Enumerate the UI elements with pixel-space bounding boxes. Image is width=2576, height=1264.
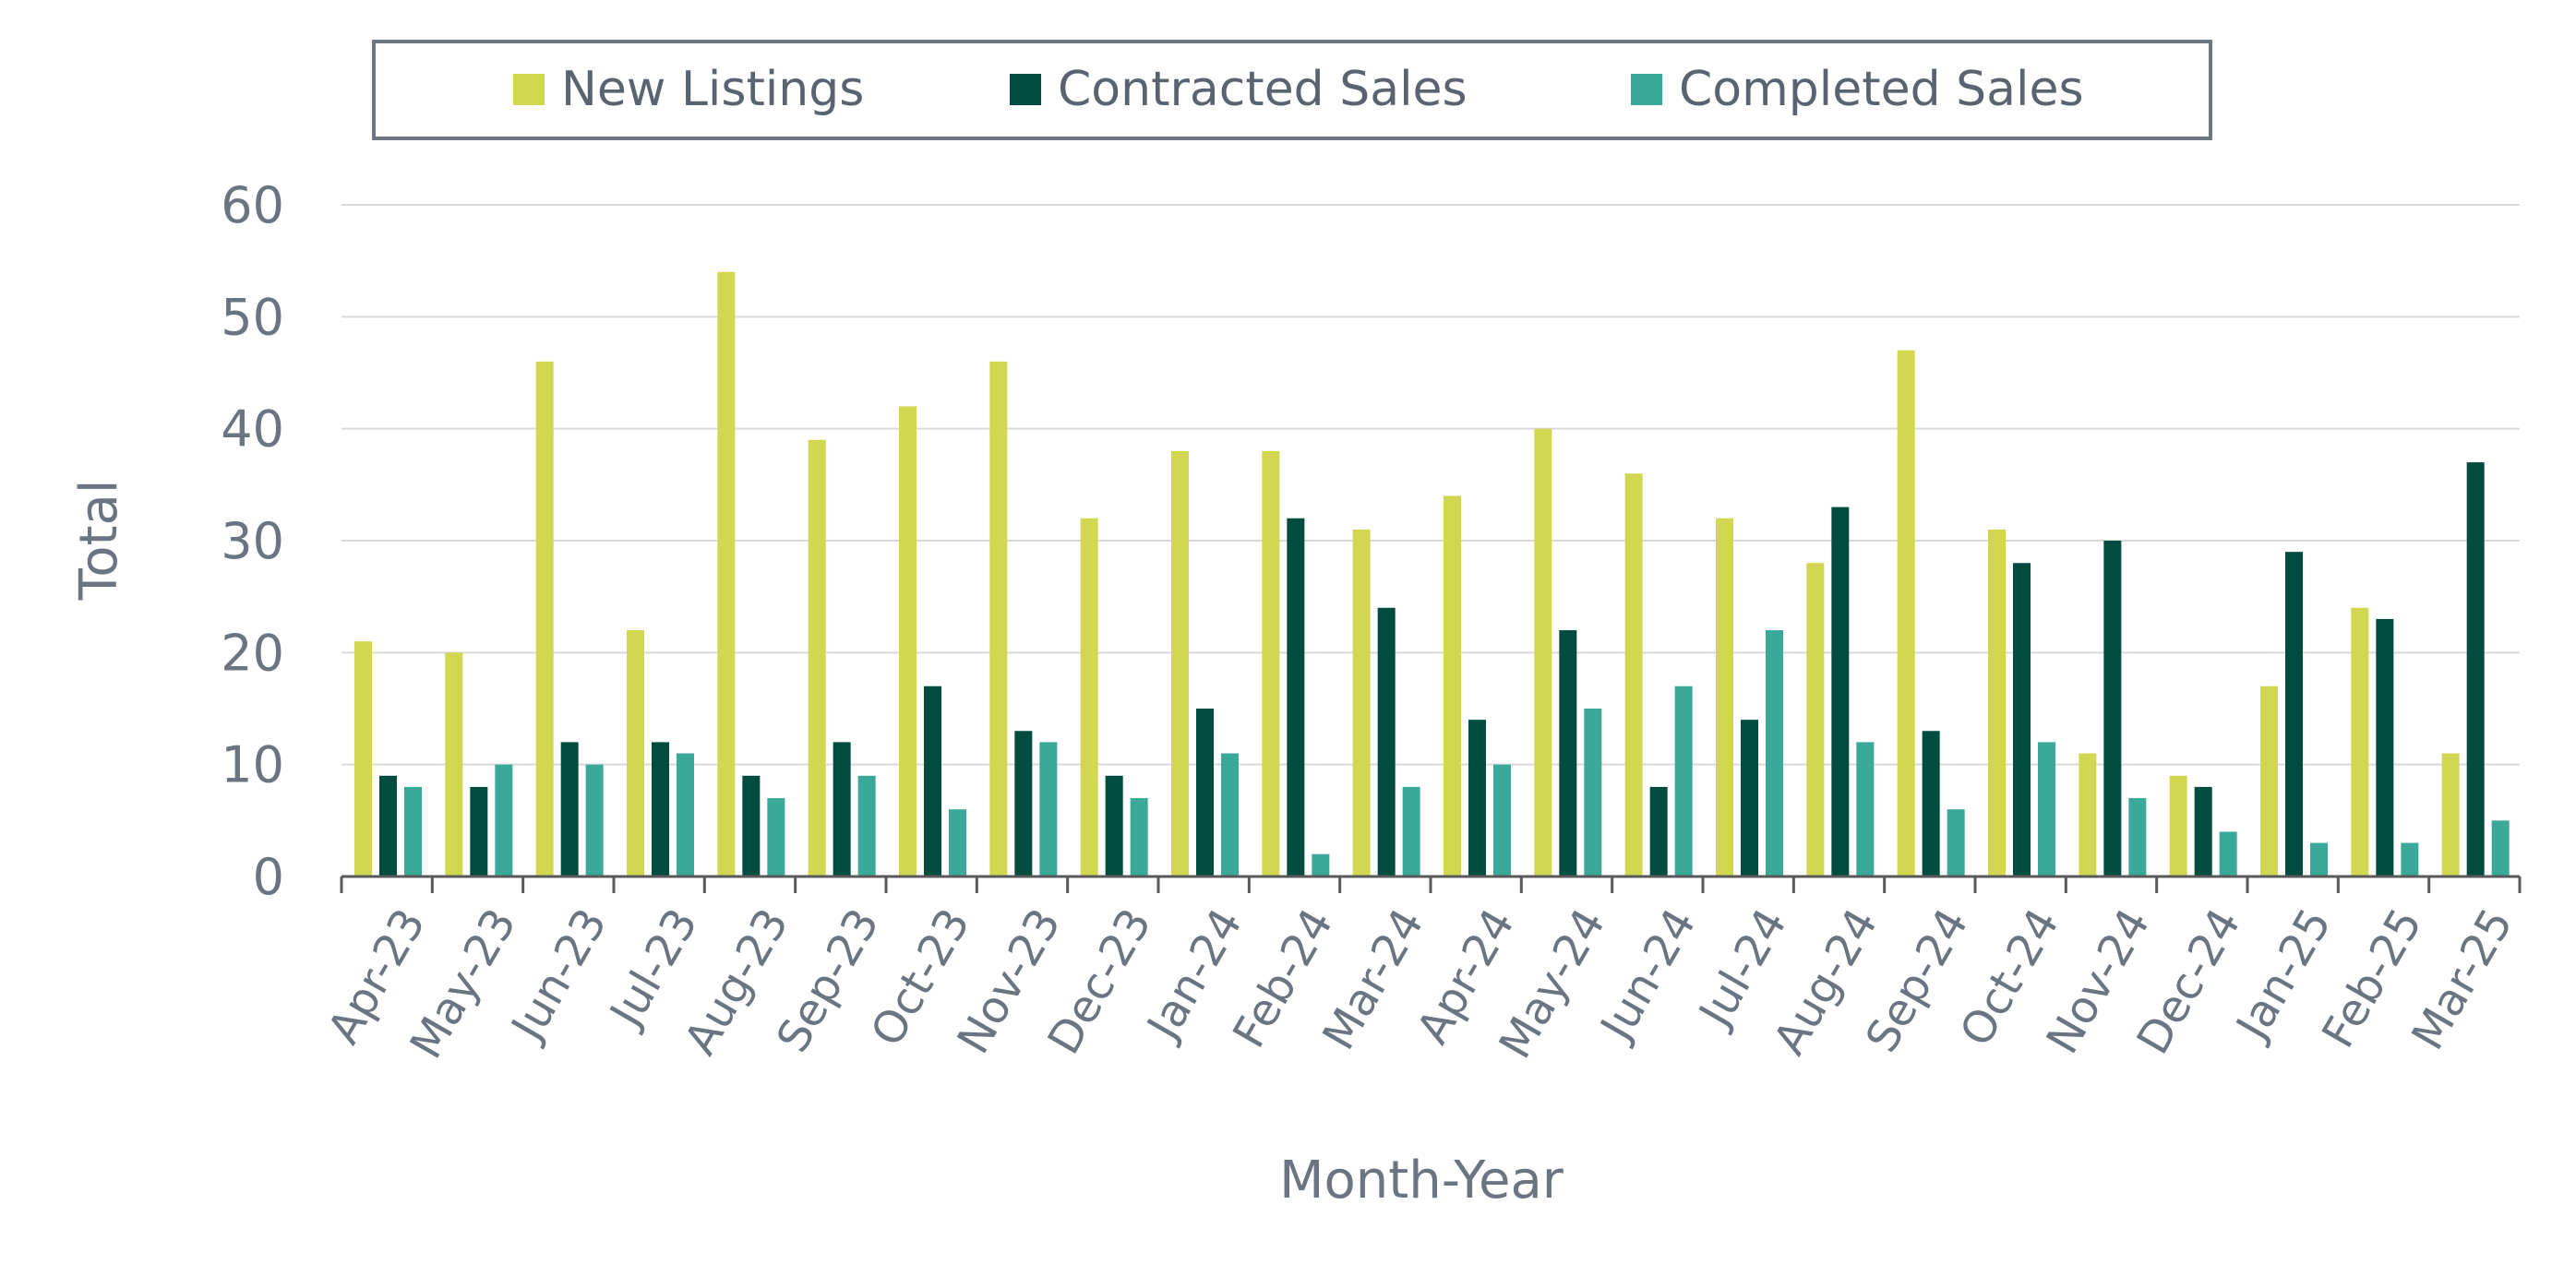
y-axis-title: Total <box>69 480 129 602</box>
legend-swatch <box>1010 74 1041 105</box>
y-tick-label: 0 <box>253 848 284 906</box>
bar-new-listings <box>2079 753 2097 876</box>
bar-contracted-sales <box>833 742 851 876</box>
bar-completed-sales <box>1039 742 1058 876</box>
bar-new-listings <box>1534 428 1552 876</box>
bar-completed-sales <box>495 764 513 876</box>
bar-contracted-sales <box>1014 731 1033 876</box>
bar-completed-sales <box>677 753 694 876</box>
bar-completed-sales <box>767 798 785 876</box>
legend-label: New Listings <box>561 62 864 117</box>
bar-completed-sales <box>1221 753 1239 876</box>
bar-completed-sales <box>585 764 604 876</box>
bar-completed-sales <box>2491 820 2510 876</box>
bar-new-listings <box>1171 450 1189 876</box>
bar-contracted-sales <box>2194 786 2212 876</box>
legend: New Listings Contracted Sales Completed Sa… <box>372 40 2212 140</box>
bar-completed-sales <box>2038 742 2055 876</box>
y-tick-label: 10 <box>221 736 284 794</box>
bar-contracted-sales <box>1377 607 1396 876</box>
bar-completed-sales <box>2401 842 2419 876</box>
bar-new-listings <box>354 641 372 876</box>
legend-label: Contracted Sales <box>1058 62 1468 117</box>
bar-completed-sales <box>1312 853 1330 876</box>
legend-label: Completed Sales <box>1679 62 2084 117</box>
bar-new-listings <box>717 271 736 876</box>
bar-new-listings <box>2260 686 2278 876</box>
bar-contracted-sales <box>560 742 579 876</box>
y-tick-label: 50 <box>221 288 284 346</box>
bar-contracted-sales <box>1105 775 1123 876</box>
bar-contracted-sales <box>2103 541 2122 876</box>
legend-box <box>372 40 2212 140</box>
bar-completed-sales <box>1947 809 1965 876</box>
bar-new-listings <box>1988 529 2006 876</box>
bar-new-listings <box>1352 529 1371 876</box>
y-tick-label: 40 <box>221 400 284 459</box>
bar-contracted-sales <box>1649 786 1668 876</box>
bar-contracted-sales <box>2013 563 2031 876</box>
bar-completed-sales <box>1674 686 1693 876</box>
bar-new-listings <box>808 439 826 876</box>
bar-completed-sales <box>1402 786 1420 876</box>
bar-completed-sales <box>2128 798 2147 876</box>
bar-contracted-sales <box>470 786 488 876</box>
bar-new-listings <box>1716 518 1733 876</box>
bar-completed-sales <box>857 775 876 876</box>
bar-new-listings <box>899 406 917 876</box>
bar-new-listings <box>1262 450 1280 876</box>
bar-new-listings <box>2351 607 2369 876</box>
legend-swatch <box>1631 74 1662 105</box>
bar-contracted-sales <box>924 686 941 876</box>
bar-contracted-sales <box>1831 507 1850 876</box>
bar-contracted-sales <box>379 775 397 876</box>
bar-contracted-sales <box>2376 618 2394 876</box>
bar-contracted-sales <box>1922 731 1940 876</box>
bar-contracted-sales <box>1741 720 1758 876</box>
bar-contracted-sales <box>1559 630 1577 876</box>
bar-new-listings <box>1806 563 1825 876</box>
bar-completed-sales <box>1130 798 1148 876</box>
bar-contracted-sales <box>652 742 669 876</box>
bar-completed-sales <box>1766 630 1783 876</box>
gridlines <box>341 204 2520 766</box>
bar-new-listings <box>989 361 1008 876</box>
x-axis-title: Month-Year <box>1279 1151 1564 1210</box>
bar-new-listings <box>535 361 554 876</box>
bar-contracted-sales <box>742 775 761 876</box>
y-tick-label: 60 <box>221 176 284 234</box>
y-tick-label: 30 <box>221 512 284 570</box>
bar-new-listings <box>1897 350 1915 876</box>
y-tick-label: 20 <box>221 624 284 682</box>
bar-completed-sales <box>949 809 966 876</box>
bar-completed-sales <box>1493 764 1511 876</box>
axes: 0102030405060Apr-23May-23Jun-23Jul-23Aug… <box>221 176 2522 1067</box>
bar-new-listings <box>2441 753 2460 876</box>
bar-completed-sales <box>2219 831 2237 876</box>
bar-contracted-sales <box>1196 709 1214 876</box>
bar-contracted-sales <box>1287 518 1305 876</box>
bar-new-listings <box>1624 473 1643 876</box>
bars <box>354 271 2510 876</box>
bar-contracted-sales <box>1468 720 1486 876</box>
bar-completed-sales <box>2310 842 2328 876</box>
bar-contracted-sales <box>2285 552 2303 876</box>
bar-new-listings <box>445 652 463 876</box>
bar-new-listings <box>1444 495 1461 876</box>
bar-new-listings <box>627 630 644 876</box>
bar-new-listings <box>1080 518 1098 876</box>
bar-completed-sales <box>404 786 422 876</box>
bar-new-listings <box>2169 775 2187 876</box>
legend-swatch <box>513 74 545 105</box>
bar-completed-sales <box>1856 742 1875 876</box>
bar-completed-sales <box>1584 709 1602 876</box>
bar-contracted-sales <box>2466 462 2485 876</box>
